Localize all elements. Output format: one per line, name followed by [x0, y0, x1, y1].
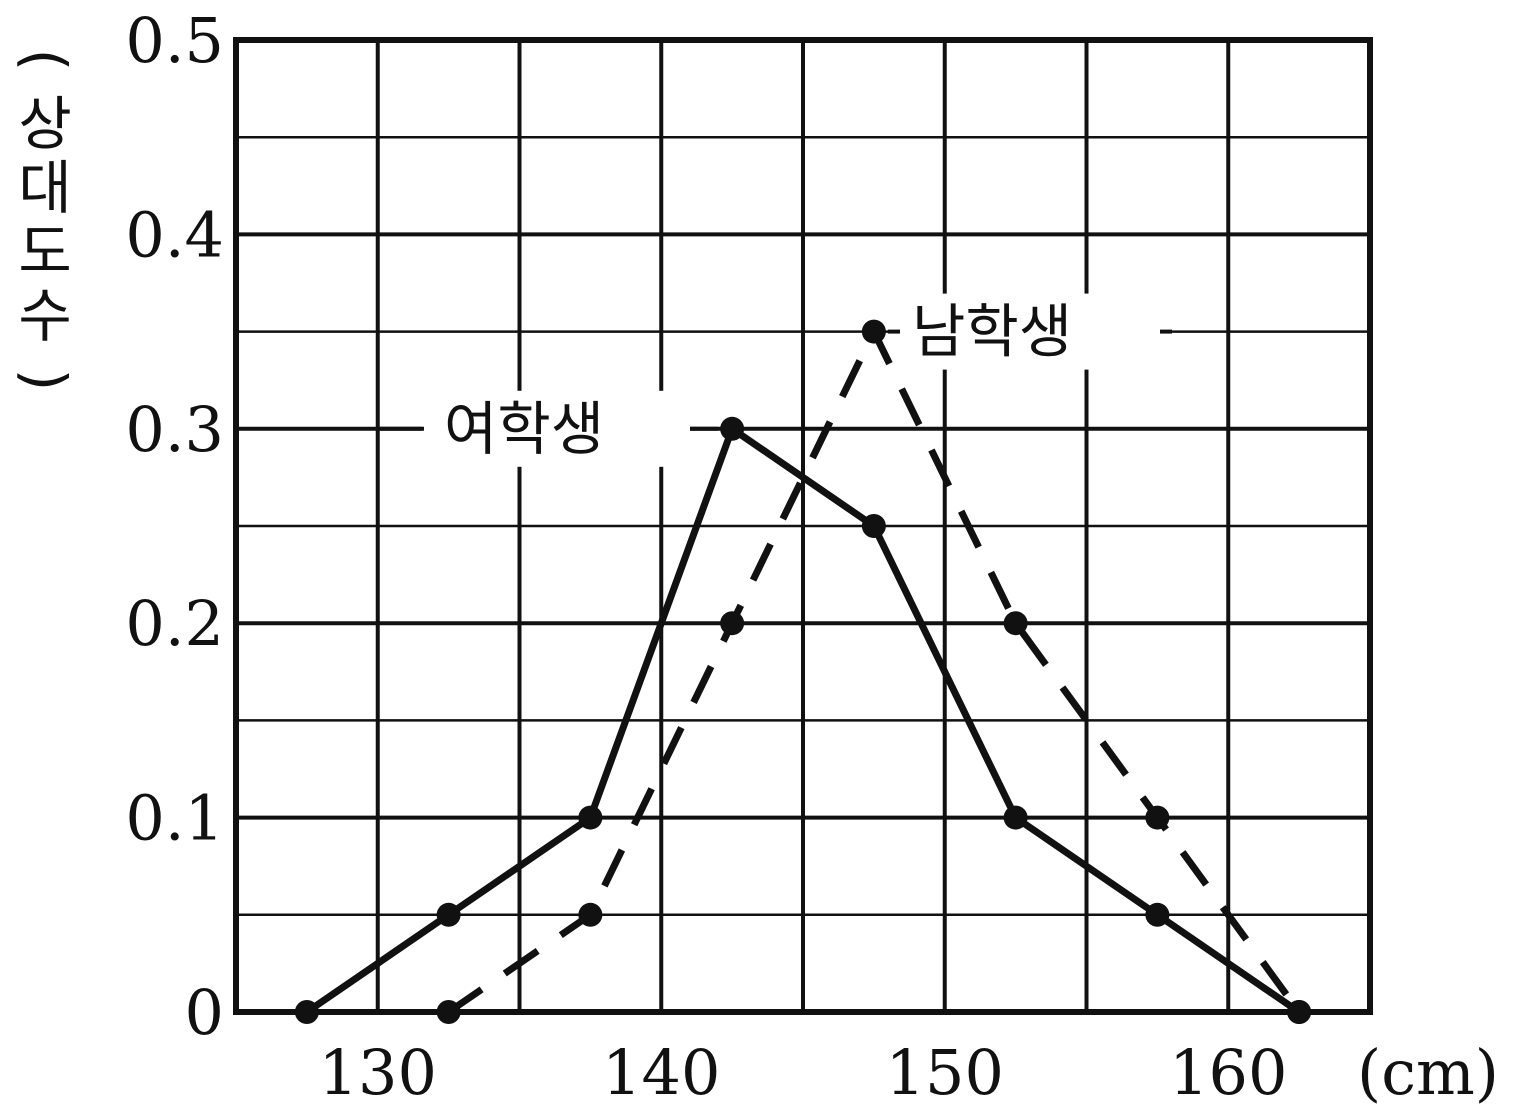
data-point [720, 416, 745, 441]
series-line-1 [304, 425, 1302, 1015]
data-point [861, 319, 886, 344]
y-axis-label-char: 수 [18, 282, 71, 350]
data-point [294, 1000, 319, 1024]
x-tick-label: 140 [602, 1036, 720, 1109]
y-tick-label: 0.4 [125, 198, 224, 271]
data-point [1003, 611, 1028, 636]
x-tick-label: 150 [886, 1036, 1004, 1109]
data-point [1145, 902, 1170, 927]
data-point [578, 805, 603, 830]
label-background [422, 390, 690, 467]
label-background [898, 293, 1160, 370]
y-tick-label: 0.1 [125, 782, 224, 855]
x-axis-label: (cm) [1357, 1036, 1499, 1109]
plot-frame [233, 37, 1373, 1015]
label-layer: 여학생 남학생 [380, 293, 1172, 467]
y-tick-label: 0.2 [125, 587, 224, 660]
series-label: 여학생 [444, 395, 604, 463]
grid [236, 40, 1370, 1012]
data-point [436, 1000, 461, 1024]
series-layer [294, 319, 1312, 1024]
tick-labels: 130 140 150 160 0 0.1 0.2 0.3 0.4 0.5 [125, 4, 1287, 1109]
data-point [578, 902, 603, 927]
data-point [436, 902, 461, 927]
y-axis-label-char: 도 [18, 218, 71, 286]
x-tick-label: 130 [319, 1036, 437, 1109]
data-point [720, 611, 745, 636]
y-axis-label-char: 대 [18, 154, 71, 222]
y-tick-label: 0 [185, 976, 224, 1049]
data-point [1287, 1000, 1312, 1024]
y-axis-label-char: ) [11, 369, 79, 392]
y-tick-label: 0.3 [125, 393, 224, 466]
y-axis-label-char: 상 [18, 90, 71, 158]
y-tick-label: 0.5 [125, 4, 224, 77]
data-point [861, 514, 886, 538]
x-tick-label: 160 [1169, 1036, 1287, 1109]
series-label: 남학생 [912, 298, 1072, 366]
y-axis-label-char: ( [11, 49, 79, 72]
data-point [1003, 805, 1028, 830]
data-point [1145, 805, 1170, 830]
